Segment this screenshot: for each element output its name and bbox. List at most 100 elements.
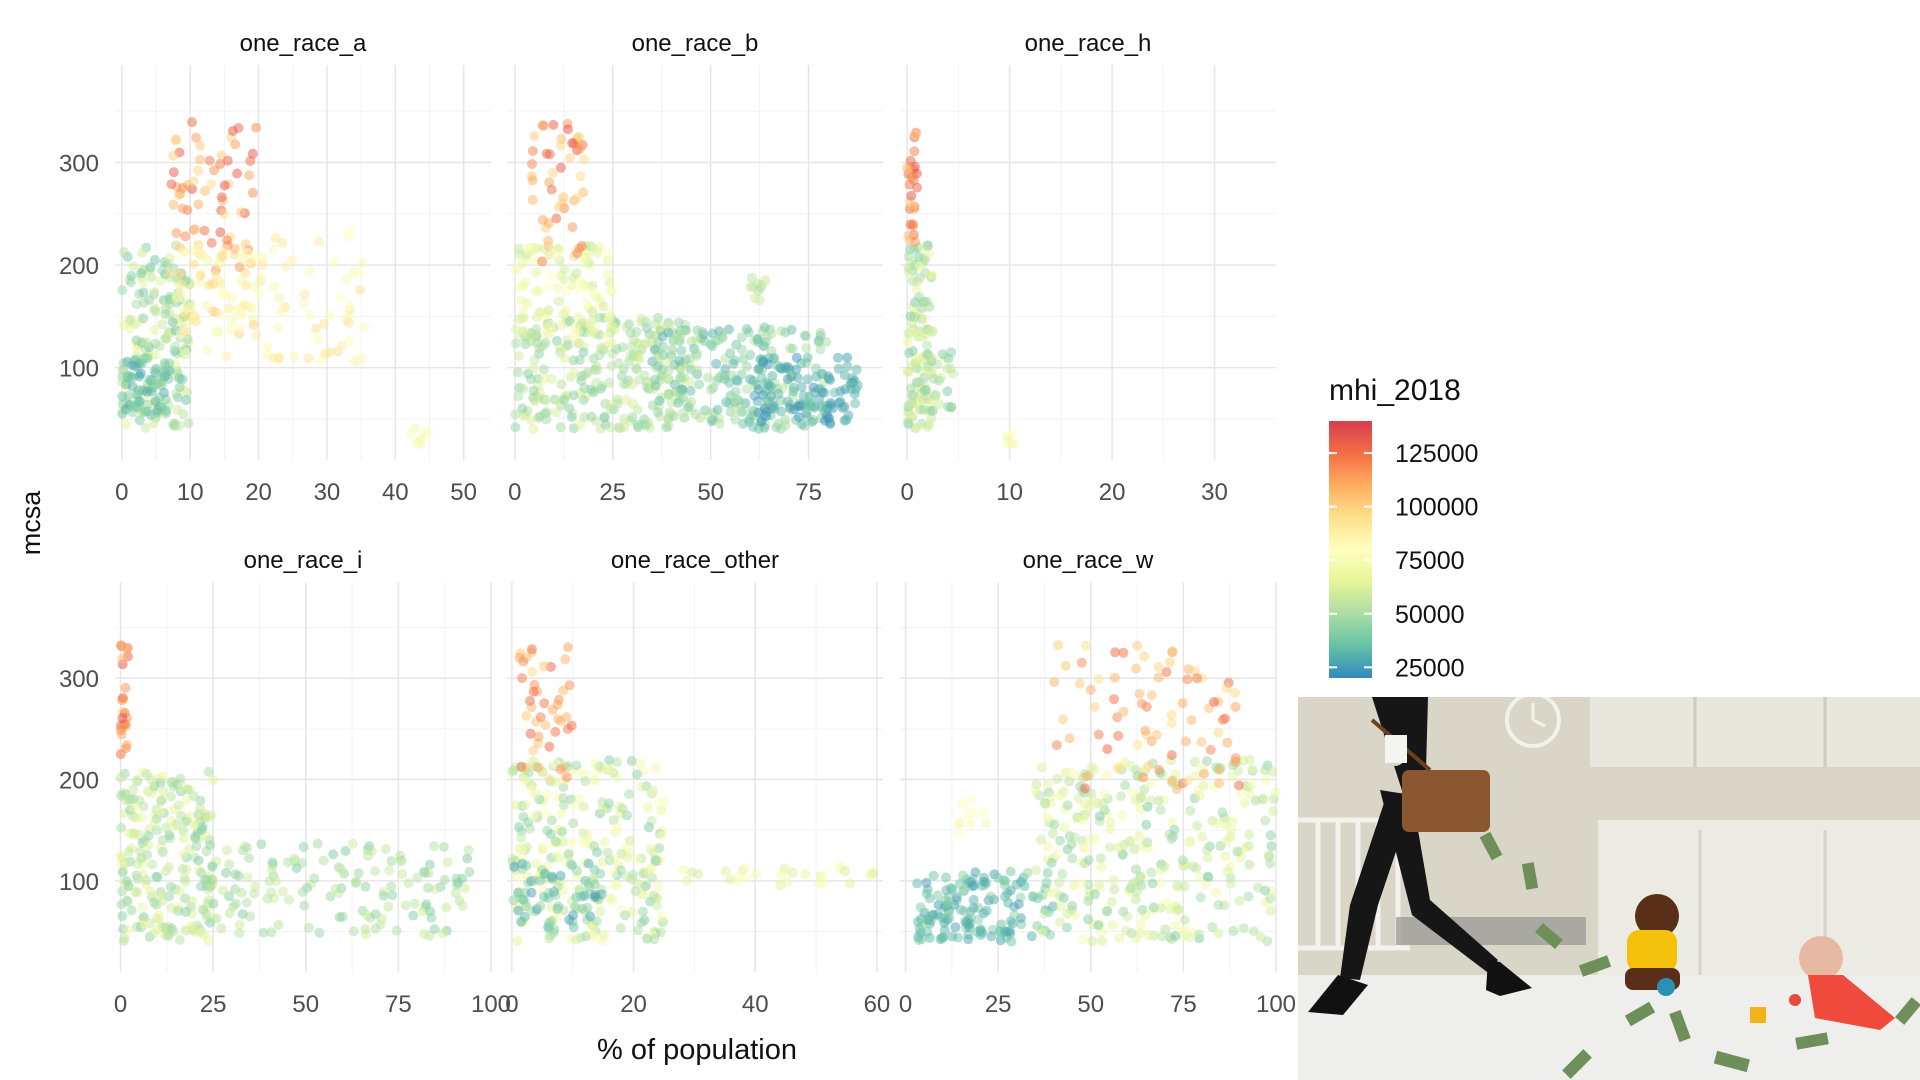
data-point [244,170,255,181]
data-point [661,357,672,368]
data-point [157,319,168,330]
data-point [1213,727,1224,738]
data-point [751,869,762,880]
facet-title: one_race_h [1025,30,1152,57]
data-point [525,695,535,706]
data-point [1043,841,1054,852]
data-point [1265,830,1276,841]
data-point [174,886,185,897]
data-point [1157,931,1168,942]
data-point [1226,825,1236,836]
data-point [193,165,204,176]
data-point [600,765,611,776]
data-point [378,890,389,901]
data-point [558,800,569,811]
data-point [1051,740,1062,751]
data-point [916,934,927,944]
data-point [981,818,992,829]
data-point [553,714,563,724]
data-point [569,331,580,342]
data-point [299,289,310,300]
facet-panel-one_race_a: one_race_a 0 10 20 30 40 50 100 200 300 [59,30,491,506]
data-point [636,781,647,792]
x-tick-label: 50 [450,479,477,506]
data-point [791,352,802,363]
data-point [725,874,736,885]
data-point [1146,690,1157,701]
data-point [775,880,786,891]
data-point [575,171,586,182]
data-point [527,146,538,156]
data-point [216,192,227,203]
data-point [117,408,128,419]
data-point [552,283,563,294]
data-point [594,350,605,361]
data-point [911,284,922,295]
data-point [922,241,933,251]
data-point [523,817,534,827]
data-point [1089,701,1100,712]
data-point [1202,871,1213,882]
data-point [207,861,218,872]
data-point [741,361,752,372]
data-point [589,841,600,852]
data-point [1211,818,1222,829]
data-point [910,297,920,308]
data-point [1227,771,1238,782]
data-point [809,402,819,413]
data-point [533,731,544,742]
data-point [1144,930,1155,941]
data-point [605,285,616,296]
data-point [630,886,641,897]
data-point [633,925,643,936]
data-point [1260,815,1271,826]
data-point [1030,865,1041,876]
data-point [1013,899,1024,910]
data-point [357,352,367,363]
data-point [1004,926,1015,936]
data-point [116,822,127,833]
data-point [325,891,336,902]
x-tick-label: 50 [1077,991,1104,1018]
data-point [571,268,582,279]
data-point [1050,887,1061,898]
data-point [1026,931,1037,942]
data-point [744,413,755,424]
data-point [1170,931,1181,941]
data-point [1169,824,1180,835]
data-point [650,318,661,329]
data-point [1022,867,1033,878]
data-point [179,325,190,336]
data-point [512,367,523,378]
data-point [174,382,185,393]
data-point [377,913,387,924]
data-point [1181,736,1191,747]
data-point [528,810,539,821]
data-point [523,242,534,253]
data-point [1166,833,1177,844]
data-point [135,368,146,379]
data-point [224,859,235,870]
data-point [1165,904,1176,915]
data-point [1147,878,1158,889]
data-point [927,405,938,416]
data-point [299,900,310,911]
data-point [531,858,542,869]
data-point [276,306,287,317]
data-point [1084,834,1095,845]
data-point [313,334,324,345]
data-point [151,825,162,836]
data-point [1120,780,1131,791]
data-point [175,284,186,295]
data-point [590,758,601,769]
data-point [190,224,201,235]
data-point [586,411,597,422]
data-point [512,871,523,882]
data-point [117,867,128,878]
data-point [442,857,453,868]
data-point [152,872,163,883]
data-point [612,757,622,767]
data-point [567,837,578,848]
data-point [776,406,787,417]
data-point [1083,914,1093,925]
